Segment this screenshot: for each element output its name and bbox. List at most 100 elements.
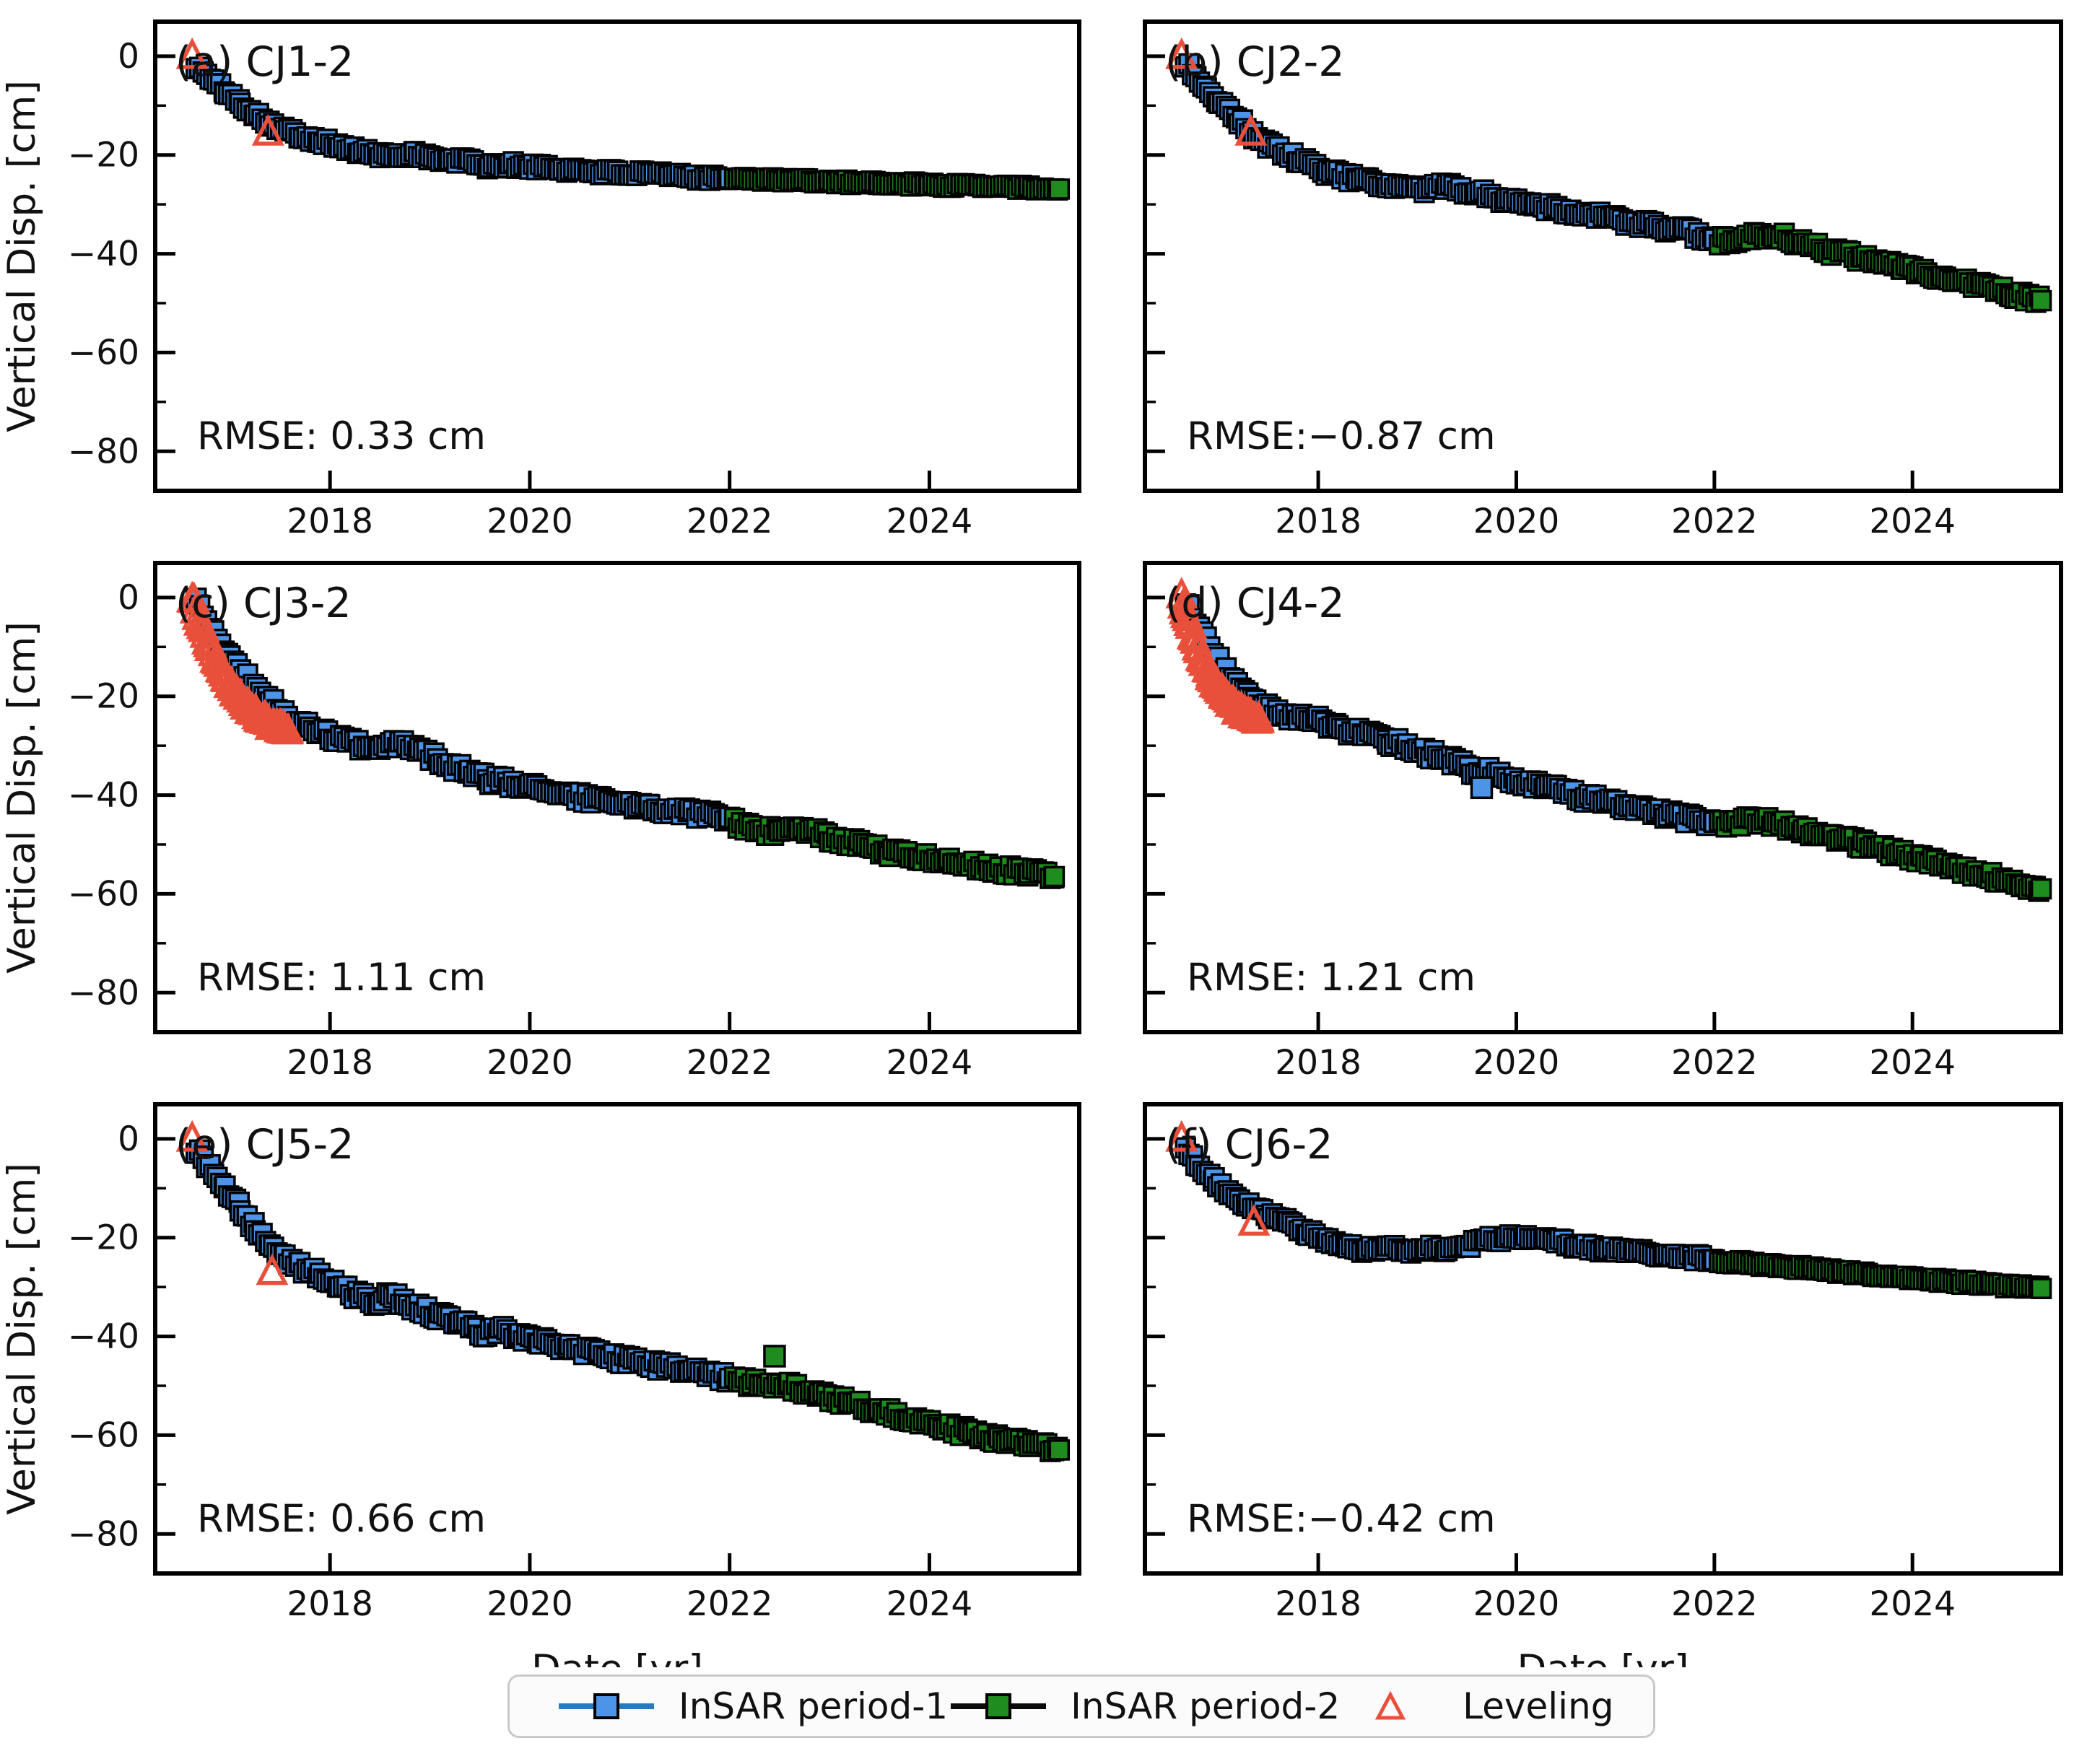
- leveling-series: [175, 580, 305, 745]
- svg-text:2020: 2020: [1473, 502, 1560, 541]
- svg-text:2020: 2020: [487, 502, 573, 541]
- panel-title: (e) CJ5-2: [175, 1121, 354, 1169]
- svg-text:−60: −60: [68, 874, 139, 914]
- leveling-series: [1165, 37, 1268, 146]
- legend: InSAR period-1 InSAR period-2 Leveling: [507, 1675, 1655, 1738]
- legend-item-leveling: Leveling: [1340, 1685, 1613, 1727]
- svg-text:−40: −40: [68, 235, 139, 274]
- svg-text:2020: 2020: [1473, 1584, 1560, 1624]
- rmse-label: RMSE: 1.11 cm: [197, 956, 486, 1000]
- rmse-label: RMSE: 0.33 cm: [197, 414, 486, 458]
- svg-text:−80: −80: [68, 432, 139, 471]
- panels-canvas: 2018 2020 2022 2024 0 −20 −40 −60 −80 (a) CJ1-2 RM…: [0, 19, 2063, 1667]
- svg-text:2024: 2024: [886, 502, 973, 541]
- svg-text:2022: 2022: [1671, 1584, 1758, 1624]
- panel-title: (a) CJ1-2: [175, 38, 354, 86]
- svg-text:2020: 2020: [1473, 1043, 1560, 1083]
- svg-text:2018: 2018: [287, 502, 373, 541]
- svg-text:−60: −60: [68, 333, 139, 372]
- insar-period-2-series: [1708, 1249, 2052, 1299]
- rmse-label: RMSE: 1.21 cm: [1187, 956, 1476, 1000]
- axes-c: 2018 2020 2022 2024 0 −20 −40 −60 −80: [68, 578, 972, 1083]
- svg-text:2024: 2024: [886, 1043, 973, 1083]
- x-axis-label: Date [yr]: [1517, 1647, 1689, 1667]
- legend-label-leveling: Leveling: [1463, 1685, 1614, 1727]
- insar-period-1-series: [185, 1139, 741, 1393]
- insar-period-2-series: [723, 1345, 1071, 1462]
- rmse-label: RMSE: 0.66 cm: [197, 1497, 486, 1541]
- panel-f: 2018 2020 2022 2024 (f) CJ6-2 RMSE:−0.42 cm Da…: [1143, 1102, 2063, 1667]
- svg-text:−40: −40: [68, 776, 139, 816]
- rmse-label: RMSE:−0.42 cm: [1187, 1497, 1496, 1541]
- leveling-series: [175, 37, 284, 146]
- svg-text:2024: 2024: [1869, 502, 1956, 541]
- insar-period-2-series: [1708, 222, 2052, 313]
- leveling-series: [175, 1119, 289, 1285]
- legend-label-insar-period-1: InSAR period-1: [679, 1685, 949, 1727]
- panel-d: 2018 2020 2022 2024 (d) CJ4-2 RMSE: 1.21 cm: [1143, 561, 2063, 1083]
- insar-period-2-series: [1708, 806, 2052, 902]
- insar-period-1-series: [1175, 1137, 1725, 1272]
- legend-label-insar-period-2: InSAR period-2: [1071, 1685, 1341, 1727]
- legend-item-insar-period-1: InSAR period-1: [556, 1685, 948, 1727]
- svg-text:2024: 2024: [1869, 1043, 1956, 1083]
- svg-text:2022: 2022: [687, 1584, 773, 1624]
- svg-text:−40: −40: [68, 1317, 139, 1357]
- plot-frame: [153, 1102, 1081, 1576]
- plot-frame: [153, 561, 1081, 1034]
- svg-text:0: 0: [118, 1119, 139, 1159]
- panel-title: (b) CJ2-2: [1165, 38, 1344, 86]
- svg-text:2022: 2022: [1671, 502, 1758, 541]
- plot-frame: [1143, 19, 2063, 493]
- insar-period-1-swatch-icon: [559, 1693, 654, 1719]
- insar-period-2-series: [723, 167, 1071, 201]
- axes-f: 2018 2020 2022 2024: [1145, 1137, 1956, 1624]
- svg-text:−80: −80: [68, 1514, 139, 1554]
- svg-text:−20: −20: [68, 136, 139, 175]
- svg-text:0: 0: [118, 37, 139, 77]
- leveling-series: [1165, 577, 1276, 734]
- y-axis-label: Vertical Disp. [cm]: [0, 80, 44, 432]
- axes-e: 2018 2020 2022 2024 0 −20 −40 −60 −80: [68, 1119, 972, 1624]
- svg-text:−80: −80: [68, 973, 139, 1013]
- svg-text:2022: 2022: [1671, 1043, 1758, 1083]
- svg-text:2020: 2020: [487, 1043, 573, 1083]
- svg-text:2018: 2018: [1275, 502, 1361, 541]
- axes-a: 2018 2020 2022 2024 0 −20 −40 −60 −80: [68, 37, 972, 541]
- plot-frame: [1143, 561, 2063, 1034]
- panel-title: (c) CJ3-2: [175, 580, 352, 627]
- svg-text:0: 0: [118, 578, 139, 618]
- svg-text:−20: −20: [68, 1218, 139, 1258]
- panel-e: 2018 2020 2022 2024 0 −20 −40 −60 −80 (e) CJ5-2 RM…: [0, 1102, 1081, 1667]
- svg-text:2022: 2022: [687, 1043, 773, 1083]
- rmse-label: RMSE:−0.87 cm: [1187, 414, 1496, 458]
- svg-text:2018: 2018: [287, 1584, 373, 1624]
- leveling-triangle-swatch-icon: [1374, 1690, 1406, 1720]
- insar-period-1-series: [1175, 593, 1725, 837]
- panel-c: 2018 2020 2022 2024 0 −20 −40 −60 −80 (c) CJ3-2 RM…: [0, 561, 1081, 1083]
- leveling-series: [1165, 1119, 1271, 1236]
- insar-period-2-swatch-icon: [951, 1693, 1047, 1719]
- svg-text:2020: 2020: [487, 1584, 573, 1624]
- axes-d: 2018 2020 2022 2024: [1145, 595, 1956, 1083]
- legend-item-insar-period-2: InSAR period-2: [948, 1685, 1340, 1727]
- svg-text:2024: 2024: [886, 1584, 973, 1624]
- x-axis-label: Date [yr]: [531, 1647, 703, 1667]
- plot-frame: [153, 19, 1081, 493]
- panel-a: 2018 2020 2022 2024 0 −20 −40 −60 −80 (a) CJ1-2 RM…: [0, 19, 1081, 541]
- svg-text:2018: 2018: [1275, 1584, 1361, 1624]
- svg-text:2022: 2022: [687, 502, 773, 541]
- insar-period-2-series: [723, 808, 1066, 889]
- insar-period-1-series: [1175, 53, 1725, 252]
- y-axis-label: Vertical Disp. [cm]: [0, 1163, 44, 1515]
- panel-b: 2018 2020 2022 2024 (b) CJ2-2 RMSE:−0.87 cm: [1143, 19, 2063, 541]
- svg-text:2018: 2018: [1275, 1043, 1361, 1083]
- svg-text:2024: 2024: [1869, 1584, 1956, 1624]
- svg-text:−20: −20: [68, 677, 139, 717]
- svg-text:−60: −60: [68, 1415, 139, 1455]
- panel-title: (d) CJ4-2: [1165, 580, 1344, 627]
- svg-text:2018: 2018: [287, 1043, 373, 1083]
- y-axis-label: Vertical Disp. [cm]: [0, 621, 44, 974]
- plot-frame: [1143, 1102, 2063, 1576]
